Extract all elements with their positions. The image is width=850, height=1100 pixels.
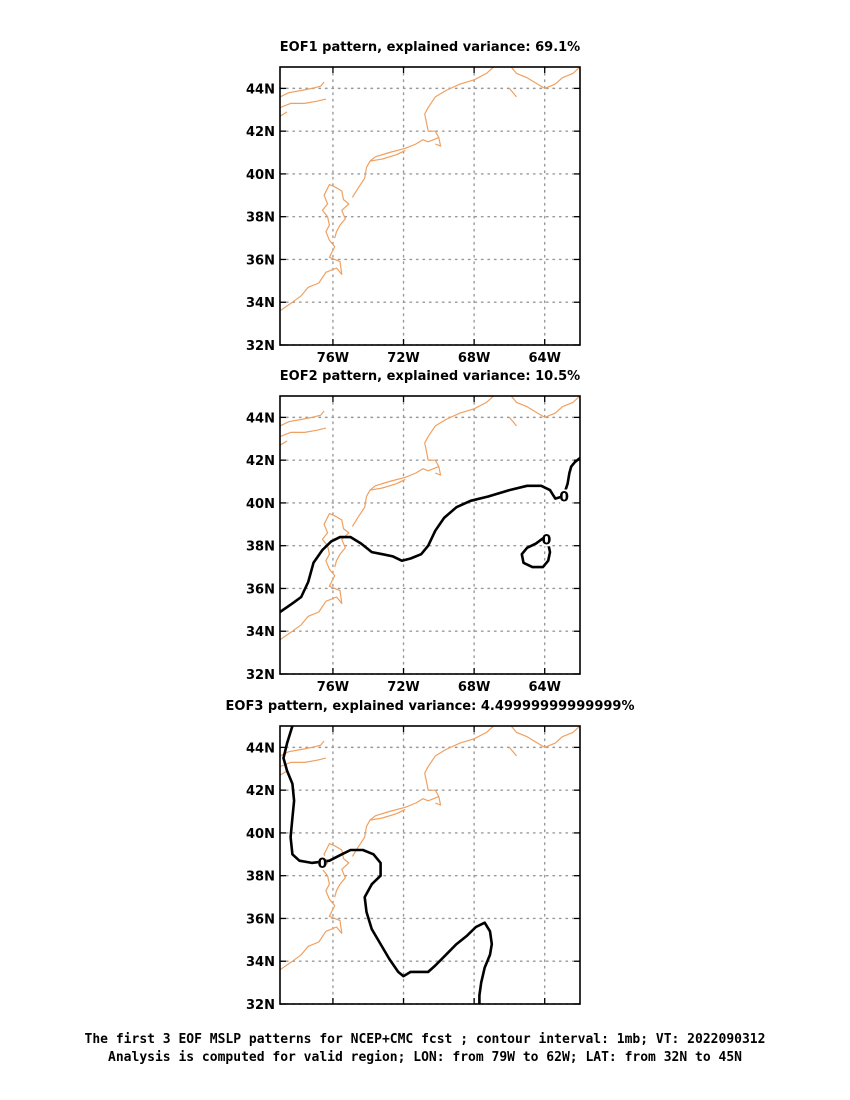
y-tick-label: 42N bbox=[246, 125, 275, 140]
coastline-segment bbox=[510, 67, 580, 90]
y-tick-label: 34N bbox=[246, 625, 275, 640]
contour-group: 0 bbox=[282, 726, 494, 1004]
y-tick-label: 42N bbox=[246, 784, 275, 799]
panel-title: EOF1 pattern, explained variance: 69.1% bbox=[280, 40, 580, 55]
y-tick-label: 36N bbox=[246, 912, 275, 927]
x-tick-label: 64W bbox=[528, 680, 560, 695]
x-tick-label: 64W bbox=[528, 351, 560, 366]
caption-line-1: The first 3 EOF MSLP patterns for NCEP+C… bbox=[84, 1032, 766, 1047]
y-tick-label: 44N bbox=[246, 411, 275, 426]
coastline-segment bbox=[280, 184, 350, 312]
y-tick-label: 32N bbox=[246, 339, 275, 354]
eof-panel-1: EOF1 pattern, explained variance: 69.1% 7… bbox=[246, 40, 581, 366]
eof-panel-3: EOF3 pattern, explained variance: 4.4999… bbox=[226, 699, 635, 1025]
coastline-segment bbox=[510, 396, 580, 418]
coastline-segment bbox=[435, 796, 442, 806]
panel-title: EOF2 pattern, explained variance: 10.5% bbox=[280, 369, 580, 384]
caption-line-2: Analysis is computed for valid region; L… bbox=[108, 1050, 742, 1065]
coastline-segment bbox=[435, 466, 442, 476]
x-tick-label: 76W bbox=[317, 680, 349, 695]
y-tick-label: 36N bbox=[246, 253, 275, 268]
x-tick-label: 72W bbox=[387, 680, 419, 695]
panel-frame bbox=[279, 725, 581, 1005]
panel-frame bbox=[279, 395, 581, 675]
y-tick-label: 40N bbox=[246, 168, 275, 183]
contour-line bbox=[282, 726, 494, 1004]
coastline-segment bbox=[510, 726, 580, 749]
coastline-segment bbox=[280, 440, 288, 446]
coastline-segment bbox=[280, 770, 288, 776]
coastline-segment bbox=[280, 81, 325, 98]
x-tick-label: 76W bbox=[317, 351, 349, 366]
panel-frame bbox=[279, 66, 581, 346]
coastline-segment bbox=[280, 512, 350, 641]
y-tick-label: 40N bbox=[246, 497, 275, 512]
coastline bbox=[280, 726, 580, 971]
coastline-segment bbox=[508, 747, 517, 757]
x-tick-label: 68W bbox=[458, 680, 490, 695]
eof-panel-2: EOF2 pattern, explained variance: 10.5% 0… bbox=[246, 369, 581, 695]
panel-title: EOF3 pattern, explained variance: 4.4999… bbox=[226, 699, 635, 714]
y-tick-label: 38N bbox=[246, 540, 275, 555]
contour-line bbox=[520, 535, 552, 569]
y-tick-label: 40N bbox=[246, 827, 275, 842]
y-tick-label: 32N bbox=[246, 998, 275, 1010]
y-tick-label: 32N bbox=[246, 668, 275, 683]
coastline-segment bbox=[280, 427, 327, 438]
x-tick-label: 72W bbox=[387, 351, 419, 366]
contour-label: 0 bbox=[317, 856, 327, 872]
coastline-segment bbox=[351, 396, 494, 527]
coastline-segment bbox=[369, 478, 406, 491]
contour-label-bg bbox=[542, 532, 551, 547]
y-tick-label: 34N bbox=[246, 296, 275, 311]
contour-label: 0 bbox=[559, 490, 569, 506]
coastline-segment bbox=[280, 757, 327, 768]
coastline-segment bbox=[351, 726, 494, 857]
contour-label: 0 bbox=[542, 532, 552, 548]
y-tick-label: 44N bbox=[246, 82, 275, 97]
coastline bbox=[280, 396, 580, 641]
coastline-segment bbox=[280, 410, 325, 427]
eof-figure: EOF1 pattern, explained variance: 69.1% 7… bbox=[226, 40, 635, 1025]
coastline-segment bbox=[508, 88, 517, 98]
y-tick-label: 38N bbox=[246, 211, 275, 226]
y-tick-label: 42N bbox=[246, 454, 275, 469]
contour-label-bg bbox=[318, 855, 327, 870]
coastline-segment bbox=[280, 740, 325, 757]
coastline-segment bbox=[351, 67, 494, 198]
coastline-segment bbox=[280, 98, 327, 109]
coastline-segment bbox=[280, 842, 350, 971]
y-tick-label: 38N bbox=[246, 870, 275, 885]
x-tick-label: 68W bbox=[458, 351, 490, 366]
contour-label-bg bbox=[560, 489, 569, 504]
y-tick-label: 34N bbox=[246, 955, 275, 970]
y-tick-label: 44N bbox=[246, 741, 275, 756]
coastline-segment bbox=[508, 417, 517, 427]
y-tick-label: 36N bbox=[246, 582, 275, 597]
contour-group: 00 bbox=[280, 456, 580, 614]
coastline-segment bbox=[369, 149, 406, 162]
coastline-segment bbox=[369, 808, 406, 821]
coastline-segment bbox=[435, 137, 442, 147]
coastline-segment bbox=[280, 111, 288, 117]
coastline bbox=[280, 67, 580, 312]
